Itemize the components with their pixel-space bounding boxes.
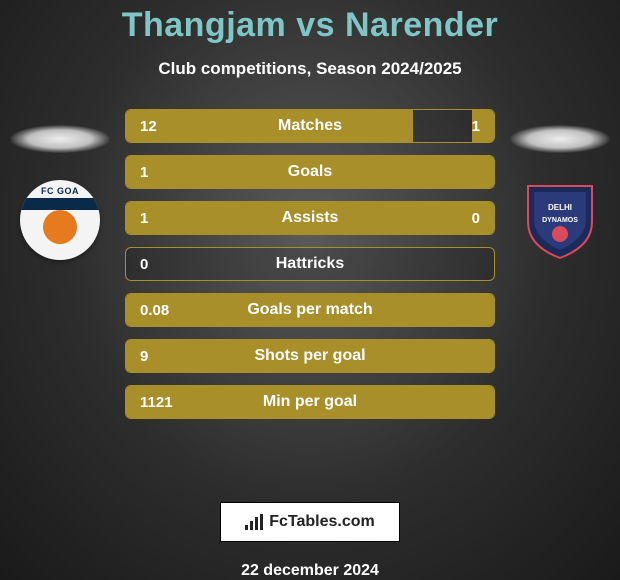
brand-text: FcTables.com (269, 513, 375, 531)
stat-row: 1Goals (125, 155, 495, 189)
comparison-date: 22 december 2024 (241, 562, 379, 580)
stat-row: 12Matches1 (125, 109, 495, 143)
stat-row: 1121Min per goal (125, 385, 495, 419)
brand-badge: FcTables.com (220, 502, 400, 542)
stat-label: Goals per match (126, 301, 494, 319)
stat-row: 0Hattricks (125, 247, 495, 281)
stat-label: Shots per goal (126, 347, 494, 365)
stat-label: Hattricks (126, 255, 494, 273)
comparison-subtitle: Club competitions, Season 2024/2025 (158, 59, 461, 79)
stat-label: Matches (126, 117, 494, 135)
stat-row: 9Shots per goal (125, 339, 495, 373)
stat-row: 0.08Goals per match (125, 293, 495, 327)
stat-label: Assists (126, 209, 494, 227)
stats-container: 12Matches1 1Goals 1Assists0 0Hattricks 0.08G… (0, 109, 620, 498)
bars-icon (245, 514, 263, 530)
comparison-title: Thangjam vs Narender (122, 6, 499, 45)
stat-label: Goals (126, 163, 494, 181)
stat-label: Min per goal (126, 393, 494, 411)
stat-row: 1Assists0 (125, 201, 495, 235)
